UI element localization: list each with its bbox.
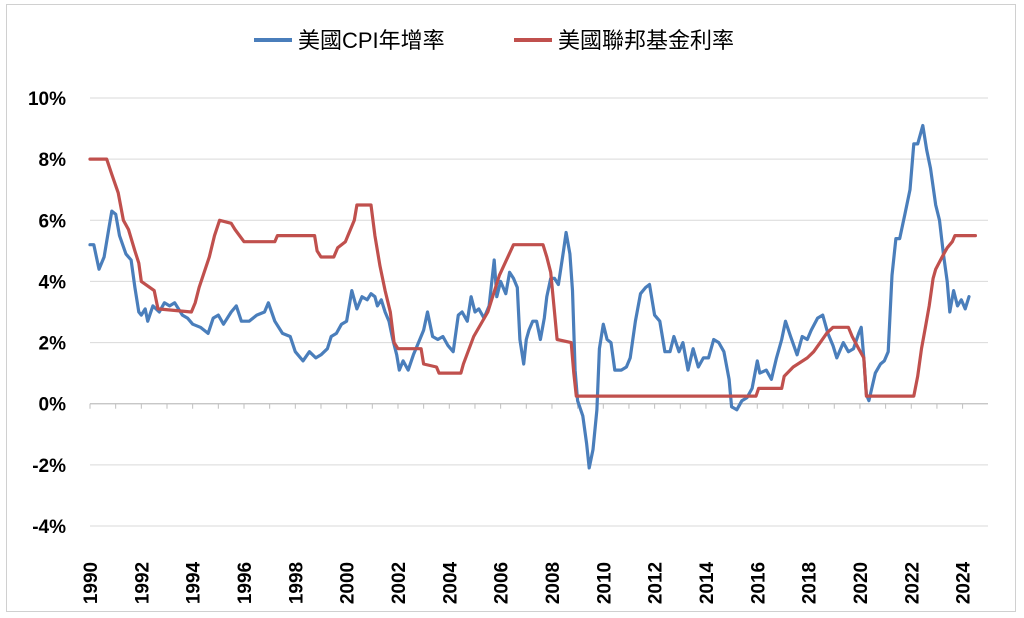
x-tick-label: 2000 — [338, 562, 359, 604]
x-tick-label: 2010 — [594, 562, 615, 604]
y-tick-label: 2% — [39, 334, 67, 355]
x-tick-label: 2024 — [954, 561, 975, 604]
x-tick-label: 1998 — [286, 562, 307, 604]
y-tick-label: 10% — [28, 89, 66, 110]
x-tick-label: 2014 — [697, 561, 718, 604]
legend: 美國CPI年增率 美國聯邦基金利率 — [254, 28, 734, 53]
x-tick-label: 2002 — [389, 562, 410, 604]
x-tick-label: 1990 — [81, 562, 102, 604]
x-tick-label: 1992 — [132, 562, 153, 604]
y-axis: -4% -2% 0% 2% 4% 6% 8% 10% — [28, 89, 66, 538]
x-tick-label: 2022 — [902, 562, 923, 604]
y-tick-label: 6% — [39, 211, 67, 232]
x-tick-label: 2016 — [748, 562, 769, 604]
x-axis: 1990 1992 1994 1996 1998 2000 2002 2004 2006 2008… — [81, 403, 988, 604]
series-lines — [88, 123, 977, 470]
y-tick-label: -2% — [32, 456, 66, 477]
series-line-fed-funds — [88, 157, 977, 398]
series-line-cpi — [88, 123, 971, 470]
x-tick-label: 2018 — [800, 562, 821, 604]
y-tick-label: 8% — [39, 150, 67, 171]
x-tick-label: 1996 — [235, 562, 256, 604]
x-tick-label: 1994 — [184, 561, 205, 604]
x-tick-label: 2006 — [492, 562, 513, 604]
y-tick-label: 4% — [39, 272, 67, 293]
y-tick-label: -4% — [32, 517, 66, 538]
legend-label: 美國聯邦基金利率 — [558, 28, 734, 53]
x-tick-label: 2004 — [440, 561, 461, 604]
x-tick-label: 2012 — [646, 562, 667, 604]
legend-label: 美國CPI年增率 — [298, 28, 445, 53]
x-tick-label: 2020 — [851, 562, 872, 604]
y-tick-label: 0% — [39, 395, 67, 416]
chart-frame — [6, 4, 1016, 612]
gridlines — [90, 97, 988, 527]
x-tick-label: 2008 — [543, 562, 564, 604]
